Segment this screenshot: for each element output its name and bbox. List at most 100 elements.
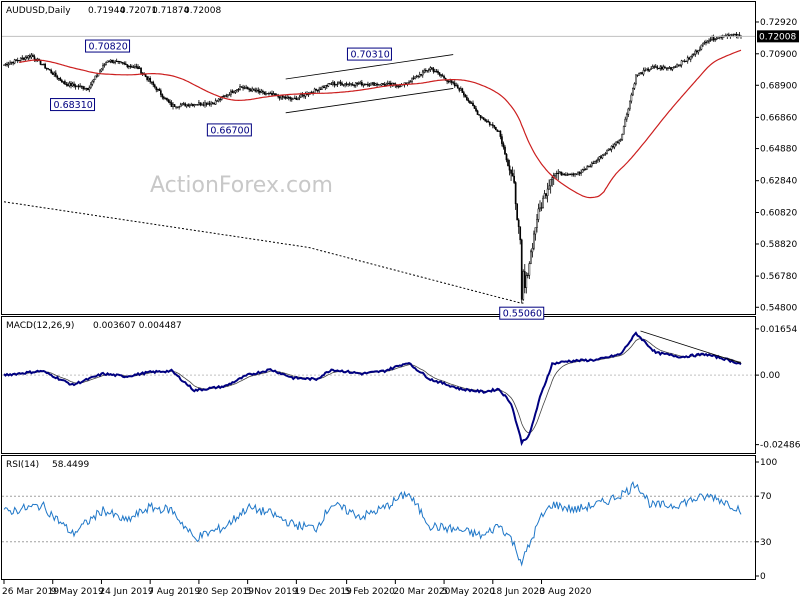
candle-body <box>198 102 200 105</box>
candle-body <box>140 67 142 74</box>
candle-body <box>147 78 150 80</box>
candle-body <box>380 83 383 86</box>
candle-body <box>714 39 716 41</box>
candle-body <box>603 153 605 156</box>
candle-body <box>697 50 700 53</box>
candle-body <box>42 63 45 65</box>
candle-body <box>109 59 112 62</box>
candle-body <box>6 63 8 66</box>
candle-body <box>540 207 543 209</box>
candle-body <box>170 102 173 107</box>
candle-body <box>494 127 497 131</box>
candle-body <box>534 227 537 235</box>
candle-body <box>431 67 433 70</box>
candle-body <box>455 85 458 87</box>
candle-body <box>61 80 63 83</box>
candle-body <box>86 88 89 91</box>
candle-body <box>645 68 648 71</box>
candle-body <box>607 148 610 151</box>
candle-body <box>108 60 110 62</box>
candle-body <box>216 100 219 102</box>
candle-body <box>356 82 359 85</box>
candle-body <box>437 70 439 73</box>
candle-body <box>89 84 92 89</box>
candle-body <box>64 81 66 85</box>
candlesticks <box>3 32 742 304</box>
candle-body <box>123 62 126 65</box>
candle-body <box>516 203 519 221</box>
candle-body <box>488 121 491 125</box>
candle-body <box>255 89 258 92</box>
candle-body <box>94 75 97 80</box>
annotation-label: 0.70820 <box>89 42 128 53</box>
candle-body <box>117 60 120 63</box>
candle-body <box>41 64 43 66</box>
candle-body <box>388 82 391 84</box>
candle-body <box>616 141 619 144</box>
candle-body <box>322 86 325 89</box>
candle-body <box>33 56 36 60</box>
candle-body <box>161 94 164 98</box>
x-tick-label: 26 Mar 2019 <box>2 587 59 597</box>
candle-body <box>574 173 576 176</box>
candle-body <box>351 84 354 86</box>
candle-body <box>513 175 515 183</box>
candle-body <box>205 102 208 105</box>
candle-body <box>501 136 503 144</box>
candle-body <box>682 60 684 62</box>
candle-body <box>201 104 203 106</box>
candle-body <box>565 174 567 176</box>
candle-body <box>619 139 622 141</box>
candle-body <box>225 95 228 97</box>
candle-body <box>411 77 413 82</box>
candle-body <box>126 64 129 68</box>
candle-body <box>56 75 59 79</box>
macd-lines <box>3 330 742 447</box>
candle-body <box>618 140 621 144</box>
candle-body <box>461 88 464 93</box>
candle-body <box>236 89 238 91</box>
rsi-title: RSI(14) <box>6 460 39 470</box>
candle-body <box>70 82 72 87</box>
candle-body <box>173 104 176 107</box>
candle-body <box>604 153 607 155</box>
candle-body <box>155 86 158 91</box>
candle-body <box>481 117 483 119</box>
candle-body <box>364 83 366 85</box>
candle-body <box>691 54 694 57</box>
candle-body <box>15 59 18 61</box>
candle-body <box>370 82 372 86</box>
candle-body <box>12 61 14 64</box>
candle-body <box>589 165 592 167</box>
candle-body <box>325 85 328 87</box>
candle-body <box>213 102 215 105</box>
candle-body <box>329 83 331 85</box>
candle-body <box>580 171 582 174</box>
candle-body <box>563 173 566 176</box>
candle-body <box>683 60 686 63</box>
candle-body <box>339 82 342 84</box>
candle-body <box>350 83 353 85</box>
candle-body <box>118 60 121 63</box>
candle-body <box>581 169 584 173</box>
candle-body <box>214 100 217 105</box>
price-tick-label: 0.62840 <box>760 177 797 187</box>
candle-body <box>598 156 601 160</box>
candle-body <box>85 88 88 90</box>
price-header-open: 0.71944 <box>88 6 125 16</box>
candle-body <box>709 39 712 41</box>
candle-body <box>571 173 573 176</box>
candle-body <box>517 219 520 227</box>
candle-body <box>193 104 196 106</box>
candle-body <box>415 75 418 77</box>
candle-body <box>734 33 736 36</box>
candle-body <box>303 94 305 97</box>
candle-body <box>478 114 480 116</box>
candle-body <box>129 65 132 68</box>
candle-body <box>641 72 643 75</box>
candle-body <box>519 226 522 241</box>
candle-body <box>342 84 345 86</box>
candle-body <box>490 124 493 126</box>
candle-body <box>491 124 494 126</box>
price-tick-label: 0.60820 <box>760 208 797 218</box>
